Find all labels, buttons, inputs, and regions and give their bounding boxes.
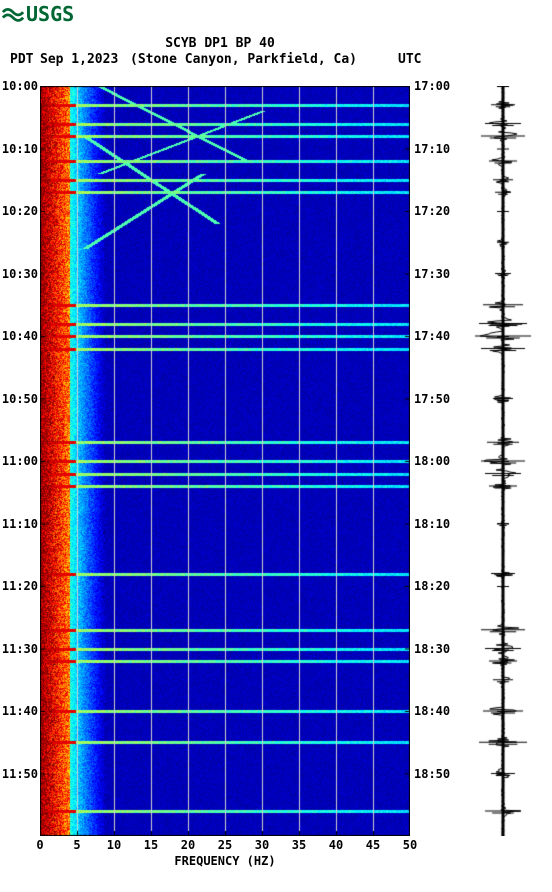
spectrogram-plot <box>40 86 410 836</box>
y-left-tick: 11:30 <box>2 642 38 656</box>
y-right-tick: 18:40 <box>414 704 450 718</box>
logo-text: USGS <box>26 2 74 26</box>
y-right-tick: 18:00 <box>414 454 450 468</box>
location-label: (Stone Canyon, Parkfield, Ca) <box>130 52 357 67</box>
y-left-tick: 10:30 <box>2 267 38 281</box>
x-axis: 05101520253035404550 <box>40 838 410 854</box>
x-tick: 40 <box>329 838 343 852</box>
y-left-tick: 10:20 <box>2 204 38 218</box>
y-right-tick: 17:20 <box>414 204 450 218</box>
y-right-tick: 17:50 <box>414 392 450 406</box>
timezone-right: UTC <box>398 52 421 67</box>
x-tick: 10 <box>107 838 121 852</box>
x-axis-title: FREQUENCY (HZ) <box>40 854 410 868</box>
y-right-tick: 17:10 <box>414 142 450 156</box>
timezone-left: PDT <box>10 52 33 67</box>
x-tick: 45 <box>366 838 380 852</box>
x-tick: 20 <box>181 838 195 852</box>
y-right-tick: 18:30 <box>414 642 450 656</box>
y-left-tick: 11:10 <box>2 517 38 531</box>
usgs-logo: USGS <box>2 2 74 26</box>
date-label: Sep 1,2023 <box>40 52 118 67</box>
y-left-tick: 10:40 <box>2 329 38 343</box>
x-tick: 15 <box>144 838 158 852</box>
y-right-tick: 17:00 <box>414 79 450 93</box>
usgs-wave-icon <box>2 3 24 25</box>
y-left-tick: 11:40 <box>2 704 38 718</box>
y-right-tick: 18:20 <box>414 579 450 593</box>
y-right-tick: 17:30 <box>414 267 450 281</box>
y-left-tick: 10:50 <box>2 392 38 406</box>
y-right-tick: 17:40 <box>414 329 450 343</box>
y-left-tick: 11:50 <box>2 767 38 781</box>
x-tick: 0 <box>36 838 43 852</box>
y-left-tick: 10:00 <box>2 79 38 93</box>
y-left-tick: 11:20 <box>2 579 38 593</box>
plot-title: SCYB DP1 BP 40 <box>0 36 440 51</box>
x-tick: 30 <box>255 838 269 852</box>
seismogram-canvas <box>468 86 538 836</box>
seismogram-trace <box>468 86 538 836</box>
x-tick: 25 <box>218 838 232 852</box>
spectrogram-canvas <box>40 86 410 836</box>
x-tick: 35 <box>292 838 306 852</box>
y-left-tick: 10:10 <box>2 142 38 156</box>
y-right-tick: 18:10 <box>414 517 450 531</box>
y-right-tick: 18:50 <box>414 767 450 781</box>
x-tick: 5 <box>73 838 80 852</box>
x-tick: 50 <box>403 838 417 852</box>
y-left-tick: 11:00 <box>2 454 38 468</box>
